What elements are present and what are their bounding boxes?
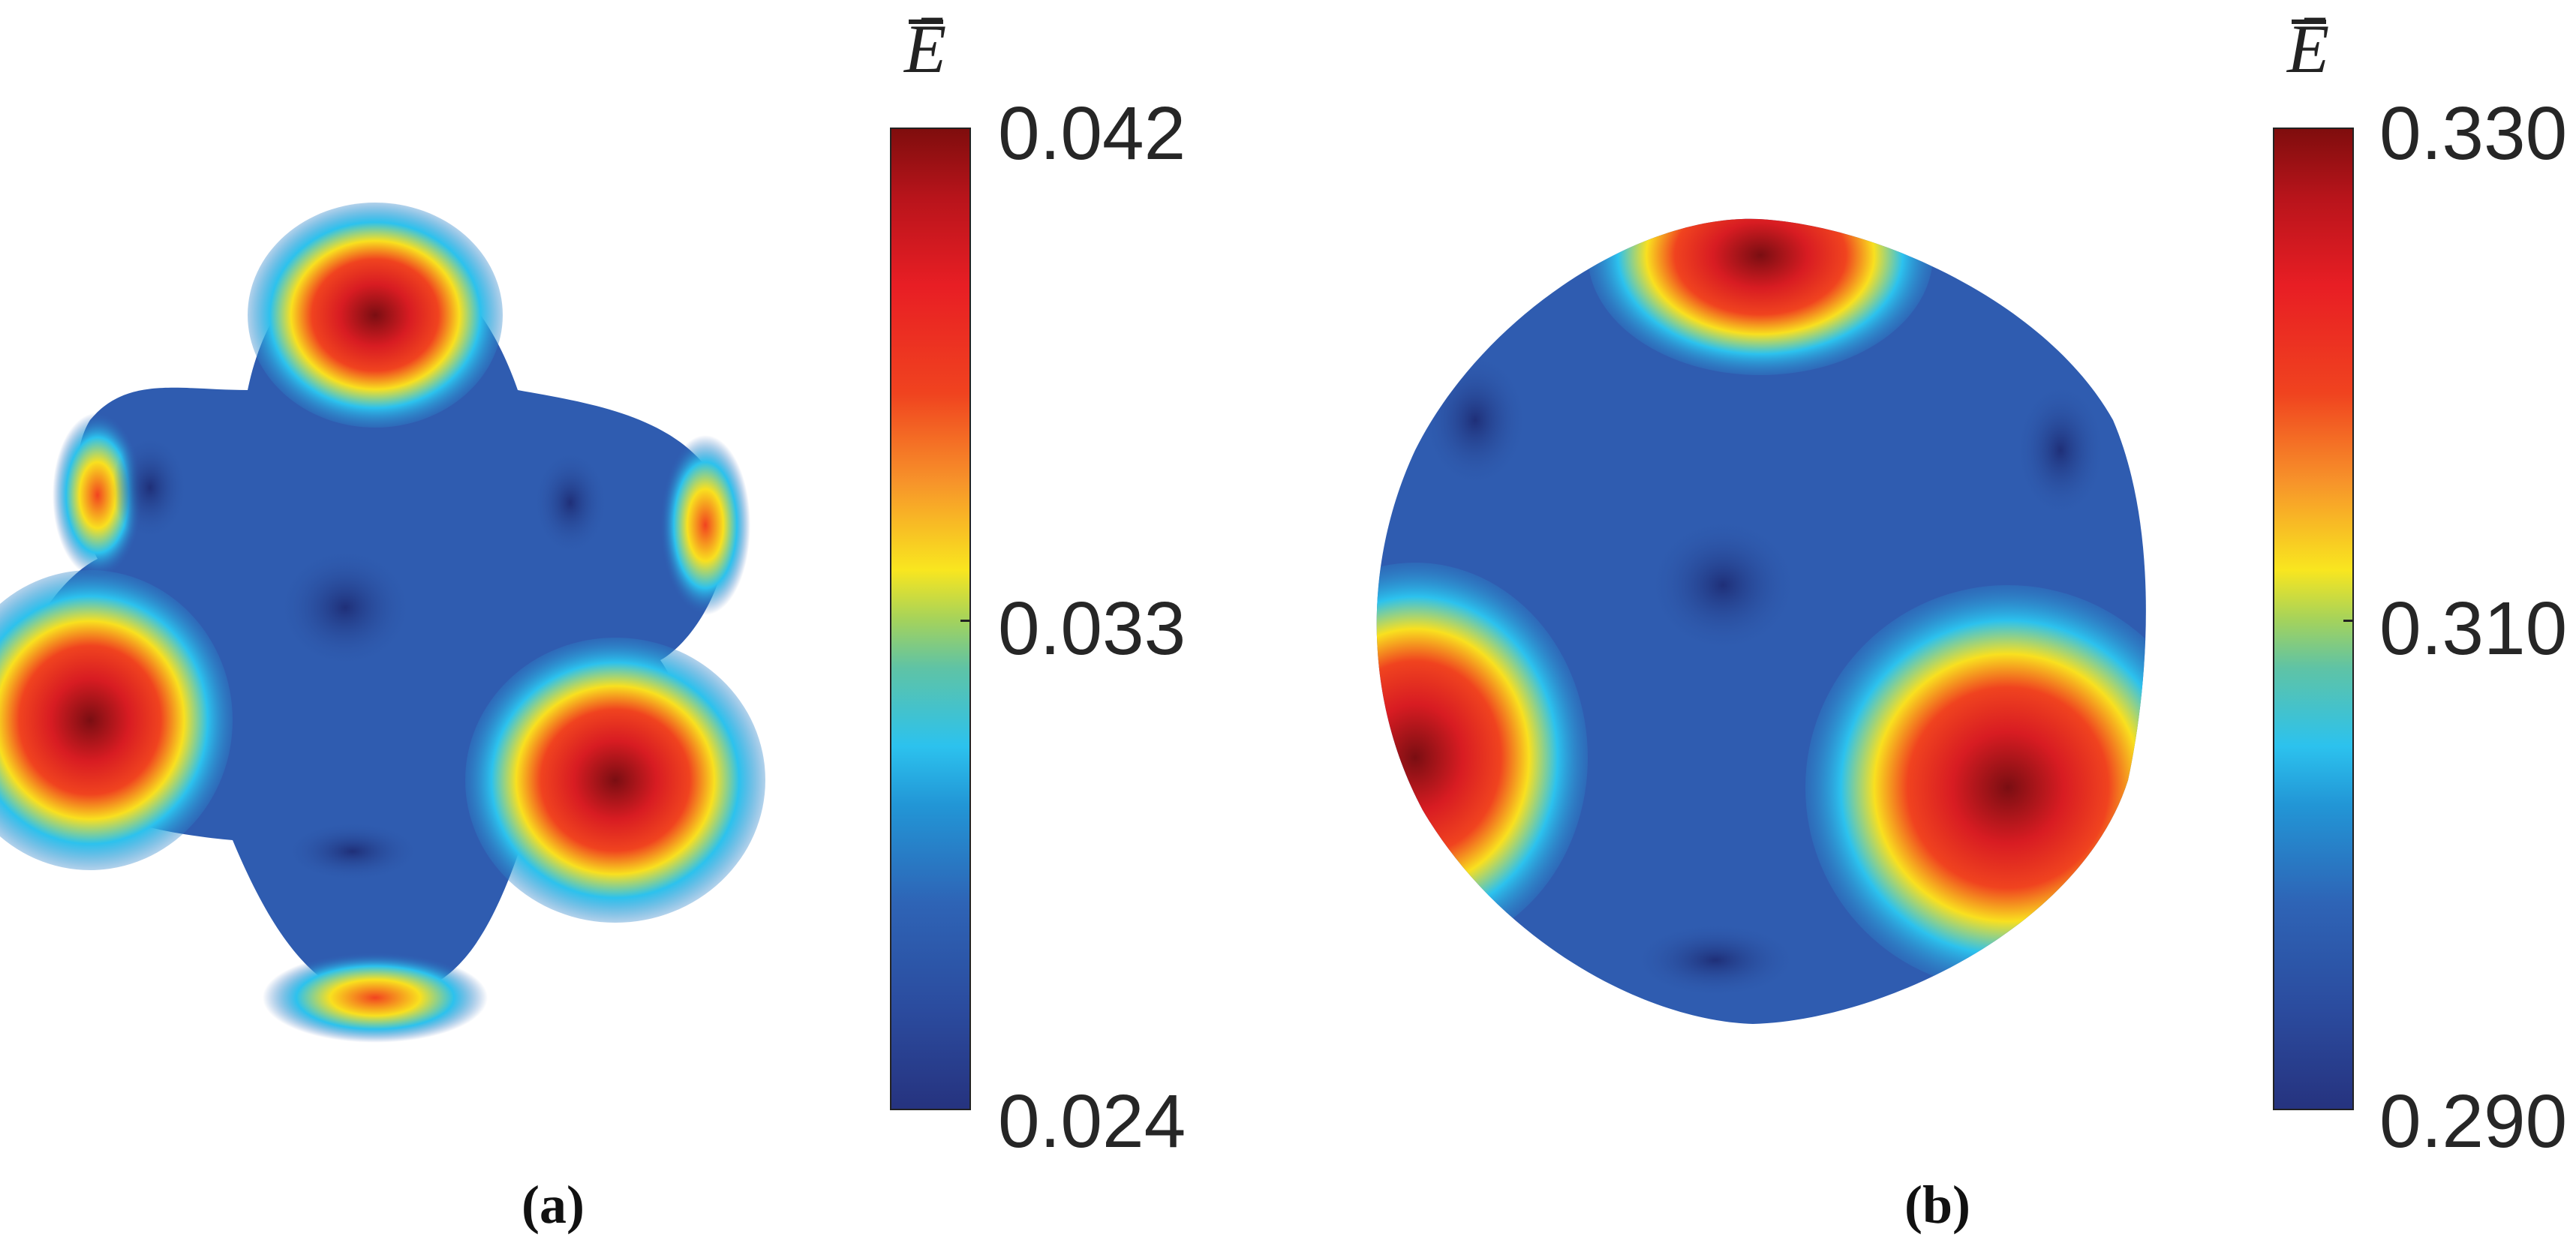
colorbar-title-b: Ē [2287,11,2330,87]
lobe-left-b [1376,563,1588,953]
dent-center-b [1648,518,1798,653]
subfigure-label-b: (b) [1904,1175,1970,1235]
dent-left-b [1423,353,1528,488]
panel-b: Ē 0.330 0.310 0.290 (b) [1288,0,2576,1255]
colorbar-tick-label-mid-a: 0.033 [998,587,1186,671]
lobe-upper-right-a [660,435,750,615]
colorbar-title-a: Ē [904,11,947,87]
surface-plot-b [1376,218,2146,1024]
lobe-upper-left-a [53,413,143,578]
colorbar-tick-mid-b [2343,620,2354,622]
lobe-top-a [248,203,503,428]
lobe-top-b [1588,218,1933,375]
subfigure-label-a: (a) [522,1175,585,1235]
lobe-right-a [465,638,765,923]
surface-plot-a [0,203,765,1043]
colorbar-b [2273,128,2354,1110]
dent-bottom-b [1633,923,1798,998]
colorbar-tick-label-min-a: 0.024 [998,1079,1186,1163]
lobe-left-a [0,570,233,870]
colorbar-tick-mid-a [960,620,971,622]
dent-right-b [2015,383,2106,518]
colorbar-tick-label-mid-b: 0.310 [2379,587,2568,671]
dent-left-a [113,435,188,540]
panel-a: Ē 0.042 0.033 0.024 (a) [0,11,1186,1235]
colorbar-a [890,128,971,1110]
colorbar-tick-label-max-b: 0.330 [2379,92,2568,176]
lobe-bottom-a [263,953,488,1043]
dent-bottom-a [285,821,420,881]
dent-center-a [278,548,413,668]
colorbar-tick-label-min-b: 0.290 [2379,1079,2568,1163]
dent-right-a [533,450,608,555]
colorbar-tick-label-max-a: 0.042 [998,92,1186,176]
